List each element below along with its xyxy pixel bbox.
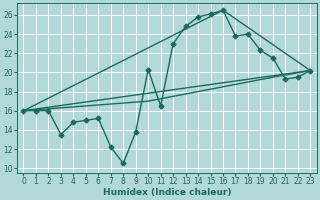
- X-axis label: Humidex (Indice chaleur): Humidex (Indice chaleur): [103, 188, 231, 197]
